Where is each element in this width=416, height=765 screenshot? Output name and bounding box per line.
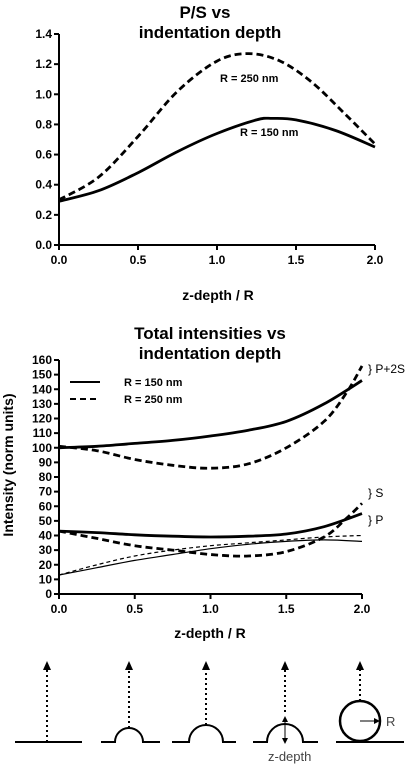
diagram-arrowhead-3 bbox=[202, 661, 210, 670]
series-line-s-r250 bbox=[58, 502, 363, 558]
chart-total-intensities: Total intensities vs indentation depth I… bbox=[0, 324, 405, 641]
y-tick-label: 1.0 bbox=[35, 87, 52, 101]
series-line-pplus2s-r250 bbox=[58, 365, 364, 470]
y-tick-label: 40 bbox=[39, 529, 53, 543]
diagram-depth-arrowhead-up bbox=[282, 716, 288, 722]
chart2-title-line1: Total intensities vs bbox=[134, 324, 286, 343]
y-tick-label: 0.8 bbox=[35, 117, 52, 131]
y-tick-label: 0 bbox=[45, 587, 52, 601]
chart-ps-ratio: P/S vs indentation depth 0.0 0.2 0.4 0.6 0.8… bbox=[35, 3, 383, 303]
y-tick-label: 0.6 bbox=[35, 148, 52, 162]
y-tick-label: 70 bbox=[39, 485, 53, 499]
y-tick-label: 50 bbox=[39, 514, 53, 528]
group-label-s: } S bbox=[368, 486, 383, 500]
diagram-arrowhead-2 bbox=[125, 661, 133, 670]
y-tick-label: 110 bbox=[33, 426, 53, 440]
chart2-legend: R = 150 nm R = 250 nm bbox=[70, 377, 183, 406]
x-tick-label: 1.0 bbox=[202, 602, 219, 616]
chart2-ylabel: Intensity (norm units) bbox=[0, 393, 16, 536]
diagram-depth-label: z-depth bbox=[268, 749, 311, 764]
chart2-axes: 0102030405060708090100110120130140150160… bbox=[32, 353, 371, 616]
y-tick-label: 100 bbox=[32, 441, 52, 455]
y-tick-label: 30 bbox=[39, 543, 53, 557]
series-line-r250 bbox=[58, 52, 376, 202]
diagram-arrowhead-4 bbox=[281, 661, 289, 670]
diagram-arrowhead-1 bbox=[43, 661, 51, 670]
x-tick-label: 1.5 bbox=[278, 602, 295, 616]
chart1-axes: 0.0 0.2 0.4 0.6 0.8 1.0 1.2 1.4 0.0 0.5 1.0 1.5 2.0 bbox=[35, 27, 383, 267]
y-tick-label: 160 bbox=[32, 353, 52, 367]
diagram-arrowhead-5 bbox=[356, 661, 364, 670]
series-line-s-r150 bbox=[58, 512, 363, 539]
y-tick-label: 1.2 bbox=[35, 57, 52, 71]
x-tick-label: 2.0 bbox=[354, 602, 371, 616]
diagram-depth-arrowhead-down bbox=[282, 738, 288, 744]
y-tick-label: 1.4 bbox=[35, 27, 52, 41]
y-tick-label: 60 bbox=[39, 499, 53, 513]
series-line-pplus2s-r150 bbox=[58, 379, 363, 450]
diagram-surface-3 bbox=[172, 724, 236, 743]
legend-entry-150: R = 150 nm bbox=[124, 377, 183, 389]
y-tick-label: 90 bbox=[39, 455, 53, 469]
y-tick-label: 0.4 bbox=[35, 178, 52, 192]
series-line-p-r250 bbox=[58, 534, 363, 576]
chart1-xlabel: z-depth / R bbox=[182, 287, 254, 303]
y-tick-label: 120 bbox=[32, 412, 52, 426]
indentation-diagram bbox=[15, 661, 404, 744]
x-tick-label: 2.0 bbox=[367, 253, 384, 267]
chart1-annotation-250: R = 250 nm bbox=[220, 73, 279, 85]
chart2-title-line2: indentation depth bbox=[139, 344, 282, 363]
group-label-p2s: } P+2S bbox=[368, 362, 405, 376]
y-tick-label: 0.2 bbox=[35, 208, 52, 222]
diagram-radius-label: R bbox=[386, 714, 395, 729]
y-tick-label: 10 bbox=[39, 572, 53, 586]
diagram-surface-2 bbox=[101, 727, 160, 743]
chart2-series bbox=[58, 365, 364, 576]
chart1-title-line1: P/S vs bbox=[179, 3, 230, 22]
series-line-r150 bbox=[58, 116, 376, 203]
y-tick-label: 130 bbox=[32, 397, 52, 411]
legend-entry-250: R = 250 nm bbox=[124, 394, 183, 406]
chart1-annotation-150: R = 150 nm bbox=[240, 127, 299, 139]
series-line-p-r150 bbox=[58, 539, 363, 576]
group-label-p: } P bbox=[368, 513, 383, 527]
y-tick-label: 150 bbox=[32, 368, 52, 382]
chart1-title-line2: indentation depth bbox=[139, 23, 282, 42]
x-tick-label: 1.0 bbox=[209, 253, 226, 267]
x-tick-label: 1.5 bbox=[288, 253, 305, 267]
x-tick-label: 0.5 bbox=[130, 253, 147, 267]
diagram-radius-arrowhead bbox=[374, 718, 380, 724]
x-tick-label: 0.0 bbox=[51, 602, 68, 616]
y-tick-label: 20 bbox=[39, 558, 53, 572]
x-tick-label: 0.0 bbox=[51, 253, 68, 267]
y-tick-label: 80 bbox=[39, 470, 53, 484]
y-tick-label: 140 bbox=[32, 382, 52, 396]
chart1-series bbox=[58, 52, 376, 203]
y-tick-label: 0.0 bbox=[35, 238, 52, 252]
x-tick-label: 0.5 bbox=[126, 602, 143, 616]
chart2-xlabel: z-depth / R bbox=[174, 625, 246, 641]
